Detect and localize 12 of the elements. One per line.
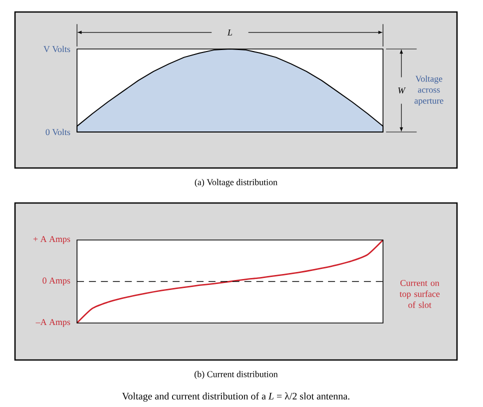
text: 0 Volts bbox=[46, 128, 70, 136]
text: V Volts bbox=[44, 46, 70, 52]
text: Current on top surface of slot bbox=[400, 280, 440, 308]
text: Voltage across aperture bbox=[414, 75, 444, 106]
text: (a) Voltage distribution bbox=[194, 178, 278, 188]
text: L bbox=[227, 29, 232, 36]
text: –A Amps bbox=[36, 319, 70, 327]
text: 0 Amps bbox=[42, 278, 70, 286]
text: (b) Current distribution bbox=[194, 370, 278, 380]
text: Voltage and current distribution of a L = λ/2 slot antenna. bbox=[122, 392, 350, 402]
text: W bbox=[398, 87, 406, 94]
text: + A Amps bbox=[33, 236, 70, 244]
